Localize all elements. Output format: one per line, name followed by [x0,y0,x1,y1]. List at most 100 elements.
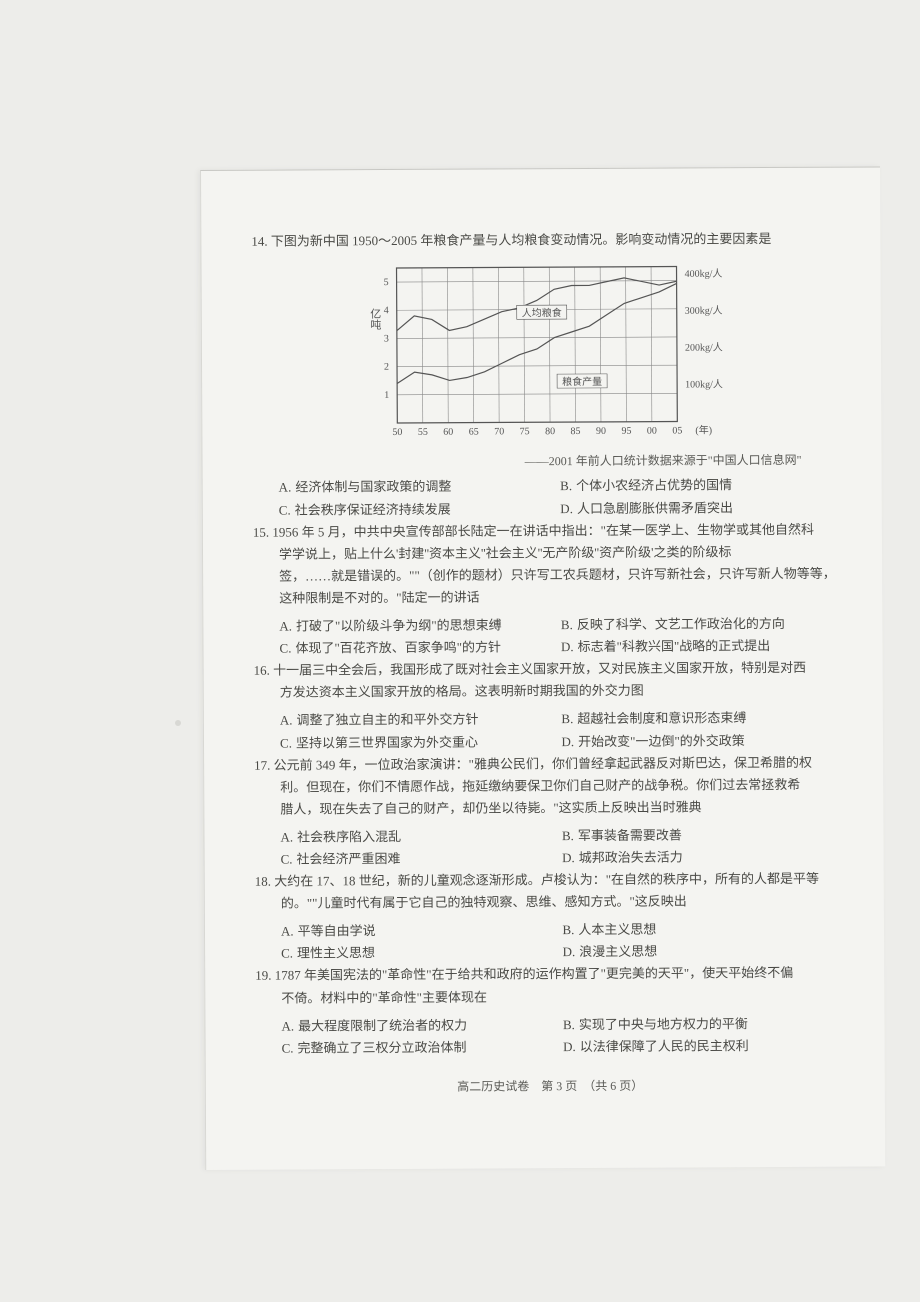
q15-opt-d: D.标志着"科教兴国"战略的正式提出 [561,635,843,659]
svg-text:400kg/人: 400kg/人 [684,268,722,280]
svg-text:85: 85 [570,426,580,437]
svg-text:70: 70 [494,427,504,438]
svg-text:75: 75 [519,426,529,437]
q17-stem1: 公元前 349 年，一位政治家演讲："雅典公民们，你们曾经拿起武器反对斯巴达，保… [274,754,812,772]
q18-opt-a: A.平等自由学说 [281,919,563,943]
svg-text:60: 60 [443,427,453,438]
q17-opt-b: B.军事装备需要改善 [562,824,844,848]
grain-chart: 505560657075808590950005(年)12345亿吨100kg/… [356,256,737,448]
q15-stem2: 学学说上，贴上什么'封建''资本主义''社会主义''无产阶级''资产阶级'之类的… [253,540,842,565]
svg-text:65: 65 [468,427,478,438]
q18-opt-b-text: 人本主义思想 [578,922,656,937]
q16-number: 16. [254,663,270,678]
svg-text:90: 90 [595,426,605,437]
q15-opt-c: C.体现了"百花齐放、百家争鸣"的方针 [279,636,561,660]
q17-opt-b-text: 军事装备需要改善 [578,827,682,843]
q18-opt-a-text: 平等自由学说 [298,923,376,938]
q18-options: A.平等自由学说 B.人本主义思想 C.理性主义思想 D.浪漫主义思想 [255,918,844,965]
q14-opt-c: C.社会秩序保证经济持续发展 [279,498,561,522]
chart-svg: 505560657075808590950005(年)12345亿吨100kg/… [356,256,737,448]
q19-number: 19. [255,968,271,983]
svg-text:2: 2 [384,362,389,373]
q18-opt-b: B.人本主义思想 [562,918,844,942]
q14-options: A.经济体制与国家政策的调整 B.个体小农经济占优势的国情 C.社会秩序保证经济… [253,474,842,521]
q14-stem: 下图为新中国 1950～2005 年粮食产量与人均粮食变动情况。影响变动情况的主… [271,231,772,249]
question-16: 16. 十一届三中全会后，我国形成了既对社会主义国家开放，又对民族主义国家开放，… [254,657,843,704]
q16-opt-b-text: 超越社会制度和意识形态束缚 [577,711,746,727]
svg-text:00: 00 [646,426,656,437]
q17-opt-d-text: 城邦政治失去活力 [579,849,683,865]
svg-text:55: 55 [417,427,427,438]
q16-opt-a: A.调整了独立自主的和平外交方针 [280,709,562,733]
scanner-background: 14. 下图为新中国 1950～2005 年粮食产量与人均粮食变动情况。影响变动… [0,0,920,1302]
q18-opt-d-text: 浪漫主义思想 [579,944,657,959]
q17-opt-c: C.社会经济严重困难 [281,847,563,871]
q15-opt-c-text: 体现了"百花齐放、百家争鸣"的方针 [295,640,501,656]
q19-opt-d: D.以法律保障了人民的民主权利 [563,1034,845,1058]
q14-number: 14. [251,234,267,249]
question-18: 18. 大约在 17、18 世纪，新的儿童观念逐渐形成。卢梭认为："在自然的秩序… [255,868,844,915]
q15-opt-a: A.打破了"以阶级斗争为纲"的思想束缚 [279,614,561,638]
svg-text:300kg/人: 300kg/人 [684,305,722,317]
q16-opt-b: B.超越社会制度和意识形态束缚 [561,707,843,731]
chart-source: ——2001 年前人口统计数据来源于"中国人口信息网" [252,450,841,473]
q19-stem2: 不倚。材料中的"革命性"主要体现在 [255,984,844,1009]
q19-options: A.最大程度限制了统治者的权力 B.实现了中央与地方权力的平衡 C.完整确立了三… [255,1012,844,1059]
q17-opt-c-text: 社会经济严重困难 [296,851,400,867]
svg-text:80: 80 [545,426,555,437]
q17-number: 17. [254,757,270,772]
svg-text:1: 1 [384,390,389,401]
q17-opt-a: A.社会秩序陷入混乱 [280,825,562,849]
q14-opt-c-text: 社会秩序保证经济持续发展 [295,501,451,517]
q16-stem2: 方发达资本主义国家开放的格局。这表明新时期我国的外交力图 [254,679,843,704]
q15-opt-d-text: 标志着"科教兴国"战略的正式提出 [578,638,771,654]
q16-opt-c: C.坚持以第三世界国家为外交重心 [280,731,562,755]
q16-opt-d: D.开始改变"一边倒"的外交政策 [561,729,843,753]
q19-opt-c-text: 完整确立了三权分立政治体制 [297,1039,466,1055]
q17-stem3: 腊人，现在失去了自己的财产，却仍坐以待毙。"这实质上反映出当时雅典 [254,795,843,820]
q19-opt-a: A.最大程度限制了统治者的权力 [281,1014,563,1038]
q19-opt-d-text: 以法律保障了人民的民主权利 [580,1038,749,1054]
svg-text:亿吨: 亿吨 [368,308,381,330]
svg-text:粮食产量: 粮食产量 [562,375,602,388]
q18-opt-d: D.浪漫主义思想 [563,940,845,964]
svg-text:05: 05 [672,426,682,437]
q18-stem2: 的。""儿童时代有属于它自己的独特观察、思维、感知方式。"这反映出 [255,890,844,915]
q15-opt-b-text: 反映了科学、文艺工作政治化的方向 [577,616,785,632]
svg-text:4: 4 [383,305,388,316]
q18-opt-c: C.理性主义思想 [281,941,563,965]
q15-options: A.打破了"以阶级斗争为纲"的思想束缚 B.反映了科学、文艺工作政治化的方向 C… [253,613,842,660]
svg-text:人均粮食: 人均粮食 [521,306,561,319]
q16-opt-c-text: 坚持以第三世界国家为外交重心 [296,734,478,750]
q15-number: 15. [253,524,269,539]
svg-text:3: 3 [383,334,388,345]
question-17: 17. 公元前 349 年，一位政治家演讲："雅典公民们，你们曾经拿起武器反对斯… [254,751,843,820]
q15-opt-b: B.反映了科学、文艺工作政治化的方向 [561,613,843,637]
svg-text:50: 50 [392,427,402,438]
question-14: 14. 下图为新中国 1950～2005 年粮食产量与人均粮食变动情况。影响变动… [251,228,840,253]
svg-text:95: 95 [621,426,631,437]
q19-opt-b: B.实现了中央与地方权力的平衡 [563,1012,845,1036]
q18-opt-c-text: 理性主义思想 [297,945,375,960]
q17-opt-a-text: 社会秩序陷入混乱 [297,829,401,845]
q16-opt-a-text: 调整了独立自主的和平外交方针 [296,712,478,728]
q15-stem4: 这种限制是不对的。"陆定一的讲话 [253,585,842,610]
question-15: 15. 1956 年 5 月，中共中央宣传部部长陆定一在讲话中指出："在某一医学… [253,518,842,609]
q19-opt-a-text: 最大程度限制了统治者的权力 [298,1017,467,1033]
q16-opt-d-text: 开始改变"一边倒"的外交政策 [578,733,745,749]
page-footer: 高二历史试卷 第 3 页 （共 6 页） [256,1074,845,1097]
question-19: 19. 1787 年美国宪法的"革命性"在于给共和政府的运作构置了"更完美的天平… [255,962,844,1009]
q19-stem1: 1787 年美国宪法的"革命性"在于给共和政府的运作构置了"更完美的天平"，使天… [275,965,794,983]
q14-opt-d: D.人口急剧膨胀供需矛盾突出 [560,496,842,520]
svg-text:5: 5 [383,277,388,288]
q15-opt-a-text: 打破了"以阶级斗争为纲"的思想束缚 [296,617,502,633]
q16-options: A.调整了独立自主的和平外交方针 B.超越社会制度和意识形态束缚 C.坚持以第三… [254,707,843,754]
q14-opt-b: B.个体小农经济占优势的国情 [560,474,842,498]
q17-stem2: 利。但现在，你们不情愿作战，拖延缴纳要保卫你们自己财产的战争税。你们过去常拯救希 [254,773,843,798]
q18-number: 18. [255,874,271,889]
q18-stem1: 大约在 17、18 世纪，新的儿童观念逐渐形成。卢梭认为："在自然的秩序中，所有… [274,871,819,889]
q17-opt-d: D.城邦政治失去活力 [562,846,844,870]
q15-stem1: 1956 年 5 月，中共中央宣传部部长陆定一在讲话中指出："在某一医学上、生物… [272,521,814,539]
q14-opt-a-text: 经济体制与国家政策的调整 [295,479,451,495]
exam-page: 14. 下图为新中国 1950～2005 年粮食产量与人均粮食变动情况。影响变动… [200,166,885,1170]
